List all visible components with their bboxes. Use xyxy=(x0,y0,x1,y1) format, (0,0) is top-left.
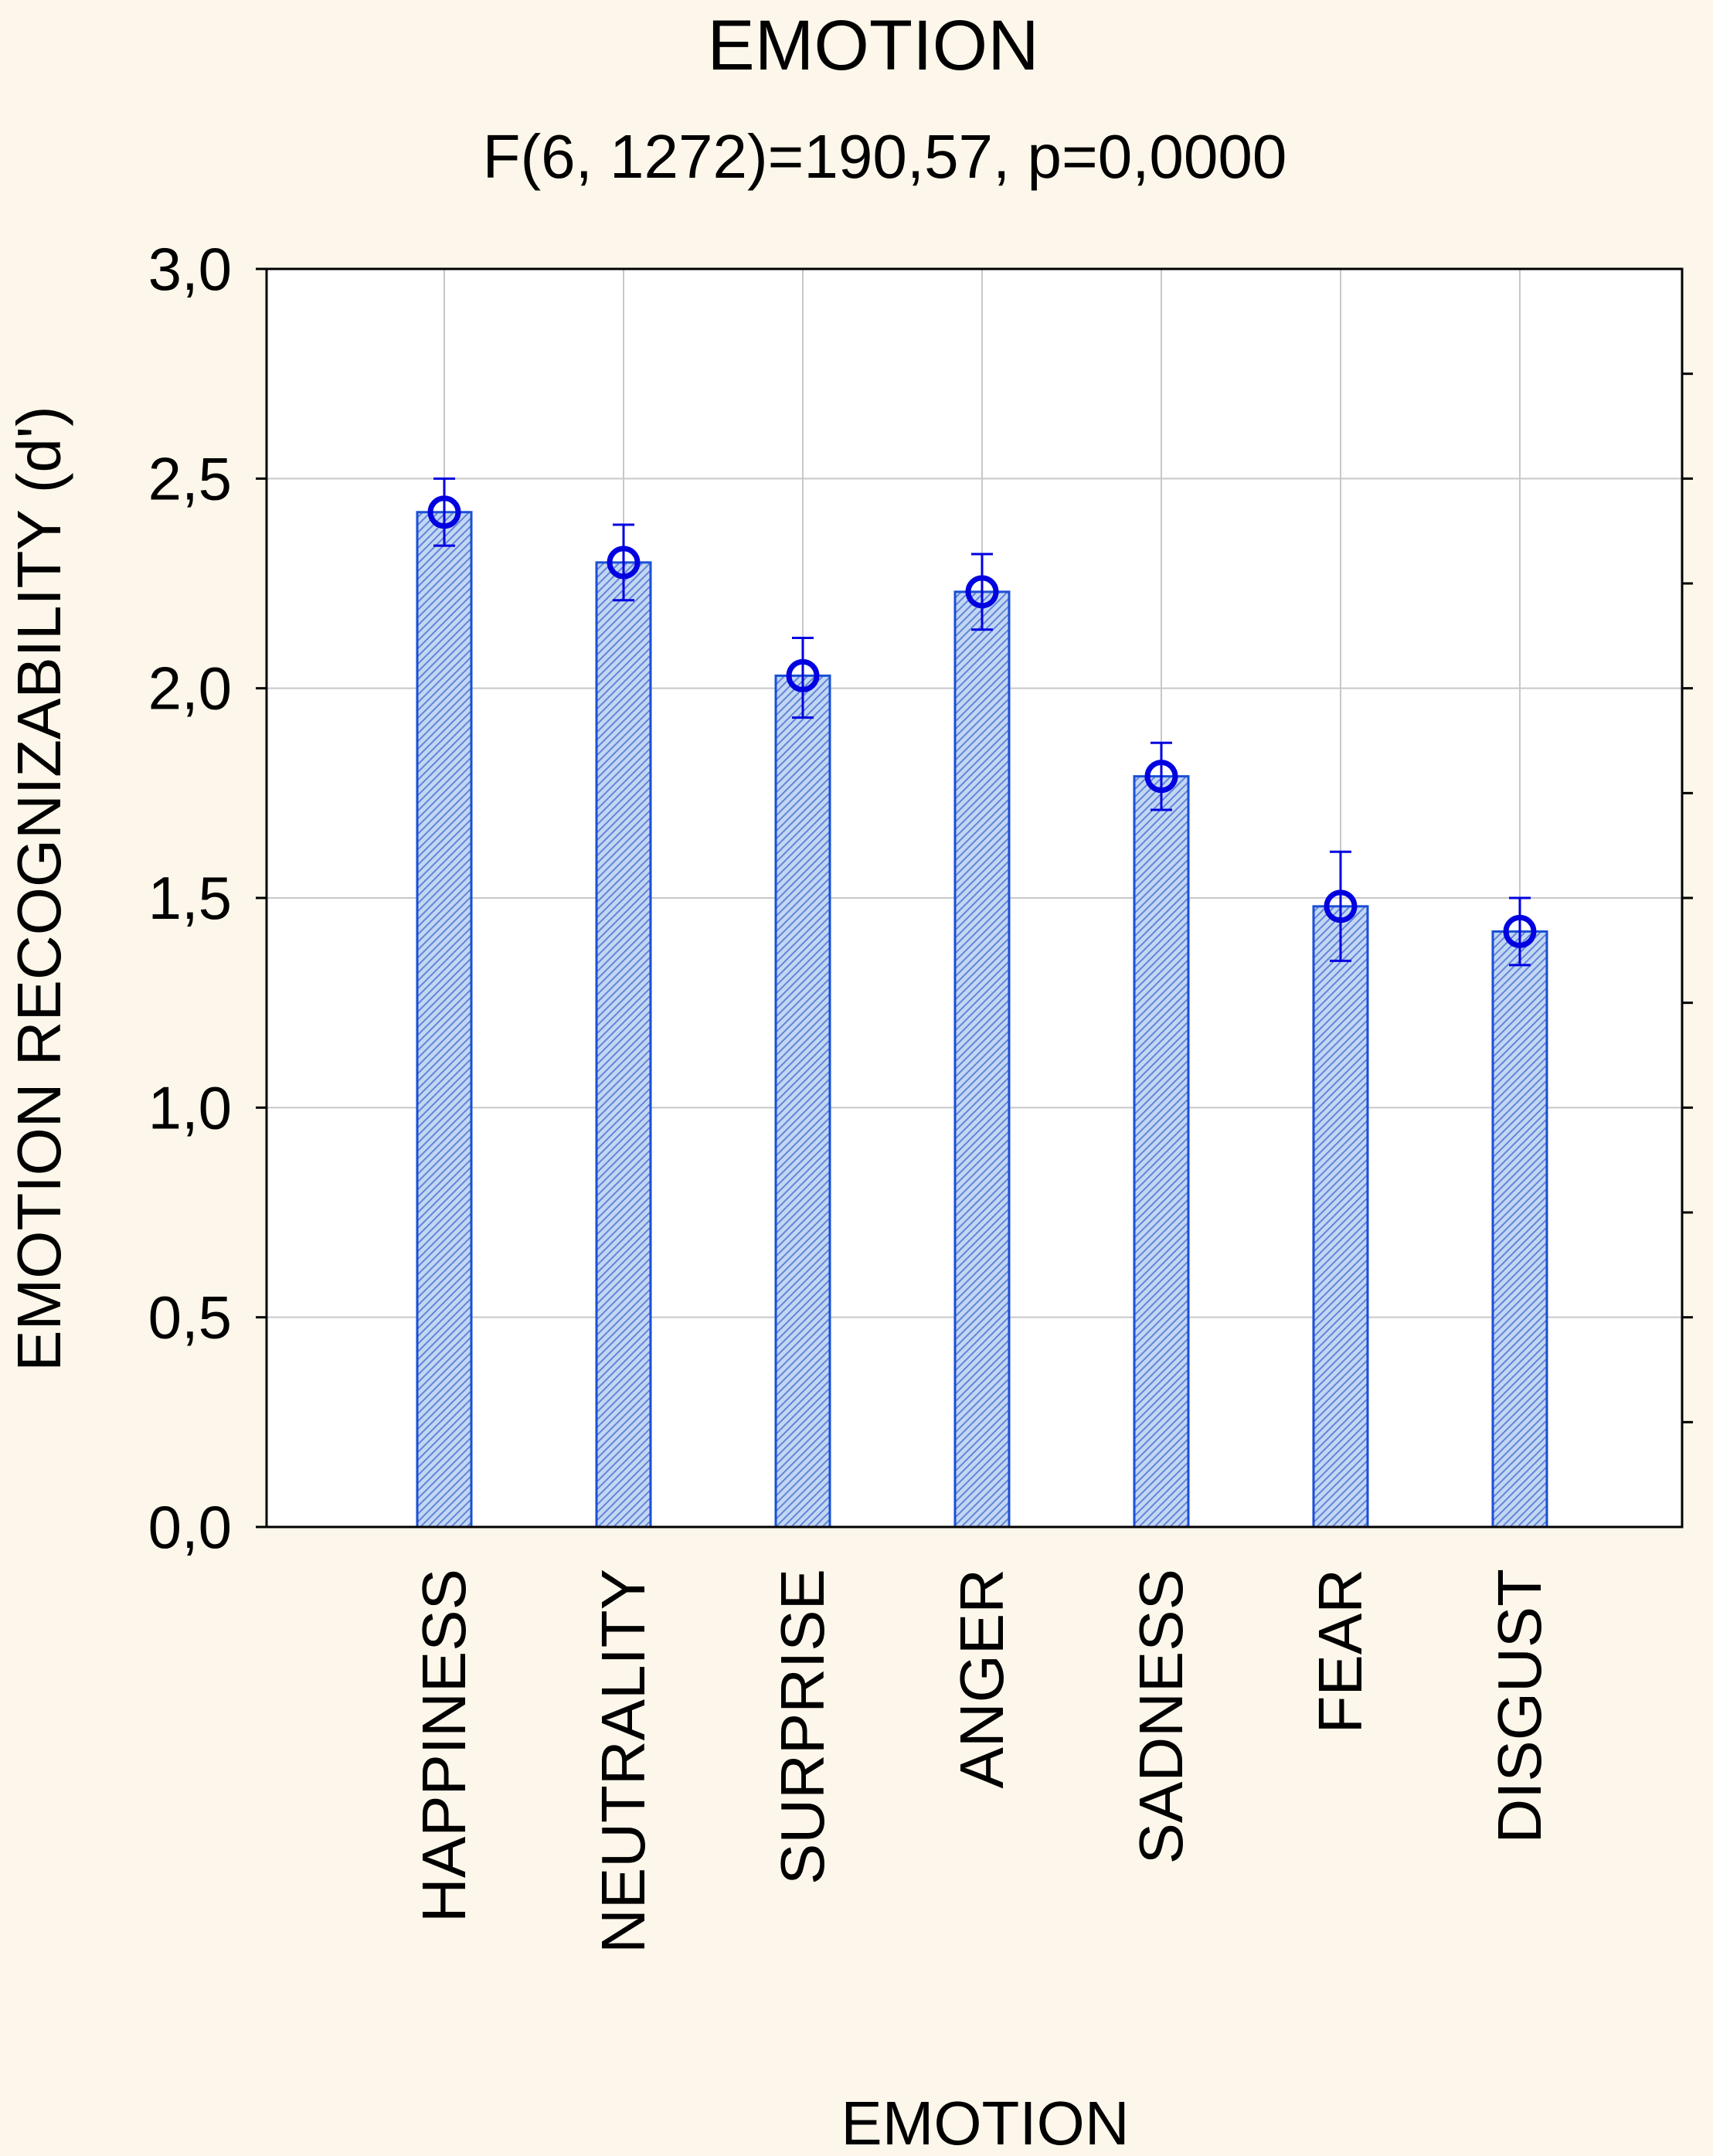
y-tick-label: 2,5 xyxy=(148,444,232,512)
mean-marker-disgust xyxy=(1503,914,1537,948)
x-tick-label: ANGER xyxy=(947,1569,1016,1789)
x-tick-label: HAPPINESS xyxy=(410,1569,478,1923)
chart-subtitle: F(6, 1272)=190,57, p=0,0000 xyxy=(483,122,1287,191)
bar-happiness xyxy=(416,511,473,1529)
x-tick-label: SURPRISE xyxy=(768,1569,837,1885)
x-tick-label: DISGUST xyxy=(1485,1569,1554,1844)
mean-marker-sadness xyxy=(1144,760,1178,794)
right-axis-ticks xyxy=(1682,372,1693,1423)
y-tick-label: 0,0 xyxy=(148,1493,232,1561)
x-tick-label: NEUTRALITY xyxy=(589,1569,658,1954)
bar-surprise xyxy=(774,674,831,1529)
y-axis-title: EMOTION RECOGNIZABILITY (d') xyxy=(5,406,73,1372)
x-tick-label: FEAR xyxy=(1306,1569,1375,1733)
y-tick-label: 2,0 xyxy=(148,655,232,723)
bar-sadness xyxy=(1133,775,1190,1529)
y-axis-ticks: 0,0 0,5 1,0 1,5 2,0 2,5 3,0 xyxy=(148,235,267,1561)
x-tick-label: SADNESS xyxy=(1127,1569,1195,1864)
mean-marker-anger xyxy=(965,575,999,609)
bar-fear xyxy=(1312,905,1369,1529)
y-tick-label: 1,0 xyxy=(148,1073,232,1141)
bars xyxy=(416,511,1548,1529)
x-axis-category-labels: HAPPINESS NEUTRALITY SURPRISE ANGER SADNESS F… xyxy=(410,1569,1554,1954)
bar-anger xyxy=(953,590,1011,1529)
y-tick-label: 0,5 xyxy=(148,1284,232,1352)
mean-marker-happiness xyxy=(427,495,461,529)
bar-disgust xyxy=(1491,930,1548,1529)
error-bars xyxy=(433,477,1531,967)
chart-title: EMOTION xyxy=(707,6,1038,85)
mean-markers xyxy=(427,495,1537,948)
y-tick-label: 1,5 xyxy=(148,864,232,932)
mean-marker-surprise xyxy=(786,658,820,692)
bar-neutrality xyxy=(595,561,652,1529)
x-axis-title: EMOTION xyxy=(841,2089,1129,2156)
y-tick-label: 3,0 xyxy=(148,235,232,303)
mean-marker-neutrality xyxy=(607,546,641,580)
mean-marker-fear xyxy=(1324,889,1358,923)
